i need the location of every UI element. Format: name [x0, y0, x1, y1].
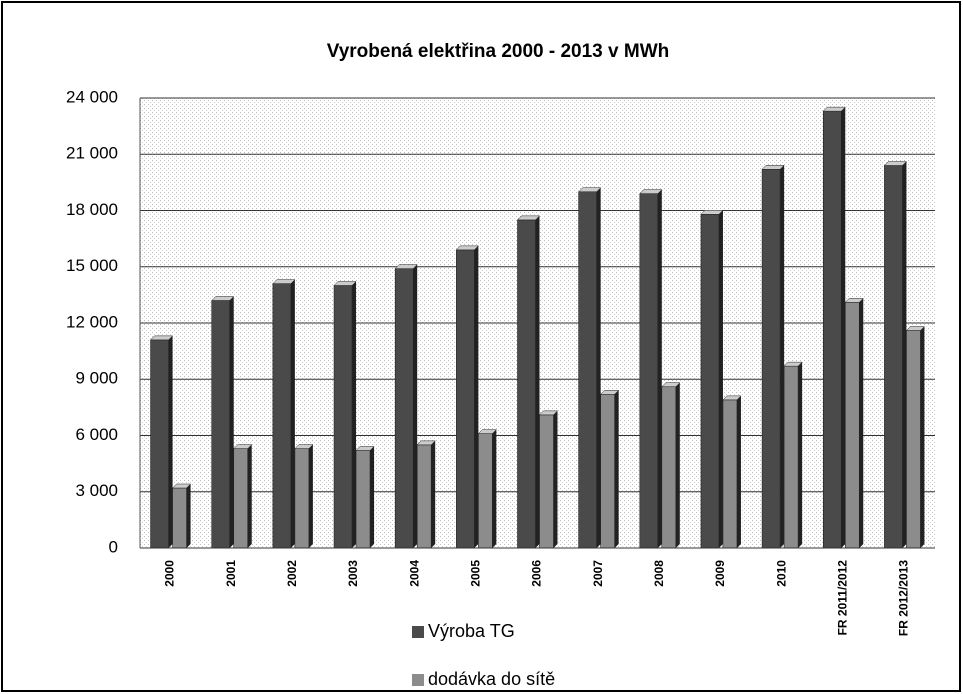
x-tick-label: 2002	[285, 560, 299, 587]
bar-side	[535, 215, 540, 548]
bar-side	[308, 444, 313, 548]
bar	[456, 249, 475, 549]
bar	[761, 168, 781, 549]
bar-side	[492, 429, 497, 548]
legend-swatch	[412, 626, 424, 638]
x-tick-label: 2008	[652, 560, 666, 587]
bar	[844, 302, 860, 549]
chart-title: Vyrobená elektřina 2000 - 2013 v MWh	[327, 41, 670, 62]
bar-side	[553, 410, 558, 548]
y-tick-label: 18 000	[66, 200, 118, 219]
y-tick-label: 9 000	[75, 369, 118, 388]
bar-side	[798, 362, 803, 548]
bar-side	[186, 484, 191, 548]
bar	[416, 444, 432, 549]
bar	[639, 193, 659, 549]
x-tick-label: 2000	[163, 560, 177, 587]
bar-side	[168, 335, 173, 548]
x-tick-label: 2006	[530, 560, 544, 587]
bar-side	[657, 189, 662, 548]
bar	[478, 433, 493, 549]
bar	[211, 300, 231, 549]
bar-side	[370, 446, 375, 548]
bar-side	[596, 187, 601, 548]
legend-label: Výroba TG	[428, 621, 515, 641]
x-tick-label: FR 2011/2012	[835, 560, 849, 636]
x-tick-label: 2004	[407, 560, 421, 587]
y-tick-label: 12 000	[66, 312, 118, 331]
bar	[539, 414, 554, 549]
y-tick-label: 0	[109, 537, 118, 556]
bar-side	[718, 210, 723, 548]
bar-side	[736, 395, 741, 548]
bar-side	[431, 440, 436, 548]
bar-side	[614, 390, 619, 548]
x-tick-label: 2010	[774, 560, 788, 587]
y-tick-label: 21 000	[66, 144, 118, 163]
bar	[272, 283, 292, 549]
bar	[822, 110, 842, 549]
bar	[333, 285, 353, 549]
x-tick-label: 2001	[224, 560, 238, 587]
y-tick-label: 6 000	[75, 425, 118, 444]
bar-side	[675, 382, 680, 548]
bar	[150, 339, 169, 549]
bar-side	[352, 281, 357, 548]
bar-side	[474, 245, 479, 548]
x-tick-label: FR 2012/2013	[897, 560, 911, 636]
bar	[172, 487, 187, 549]
bar-side	[413, 264, 418, 548]
x-tick-label: 2007	[591, 560, 605, 587]
bar	[394, 268, 414, 549]
bar-side	[290, 279, 295, 548]
x-tick-label: 2003	[346, 560, 360, 587]
y-tick-label: 24 000	[66, 87, 118, 106]
bar	[517, 219, 536, 549]
bar	[722, 399, 738, 549]
bar	[906, 330, 921, 549]
legend-swatch	[412, 674, 424, 686]
bar-side	[902, 161, 907, 548]
bar-side	[247, 444, 252, 548]
bar	[783, 365, 799, 549]
bar	[233, 448, 249, 549]
bar	[661, 386, 677, 549]
y-tick-label: 15 000	[66, 256, 118, 275]
bar-side	[229, 296, 234, 548]
bar-side	[780, 165, 785, 548]
x-tick-label: 2005	[469, 560, 483, 587]
y-tick-label: 3 000	[75, 481, 118, 500]
x-tick-label: 2009	[713, 560, 727, 587]
bar-side	[841, 107, 846, 548]
bar-side	[920, 326, 925, 548]
bar	[600, 393, 615, 549]
bar	[294, 448, 310, 549]
legend-label: dodávka do sítě	[428, 669, 555, 689]
bar	[355, 450, 371, 549]
bar	[578, 191, 597, 549]
bar	[700, 213, 720, 549]
bar	[884, 165, 903, 549]
bar-side	[859, 298, 864, 548]
